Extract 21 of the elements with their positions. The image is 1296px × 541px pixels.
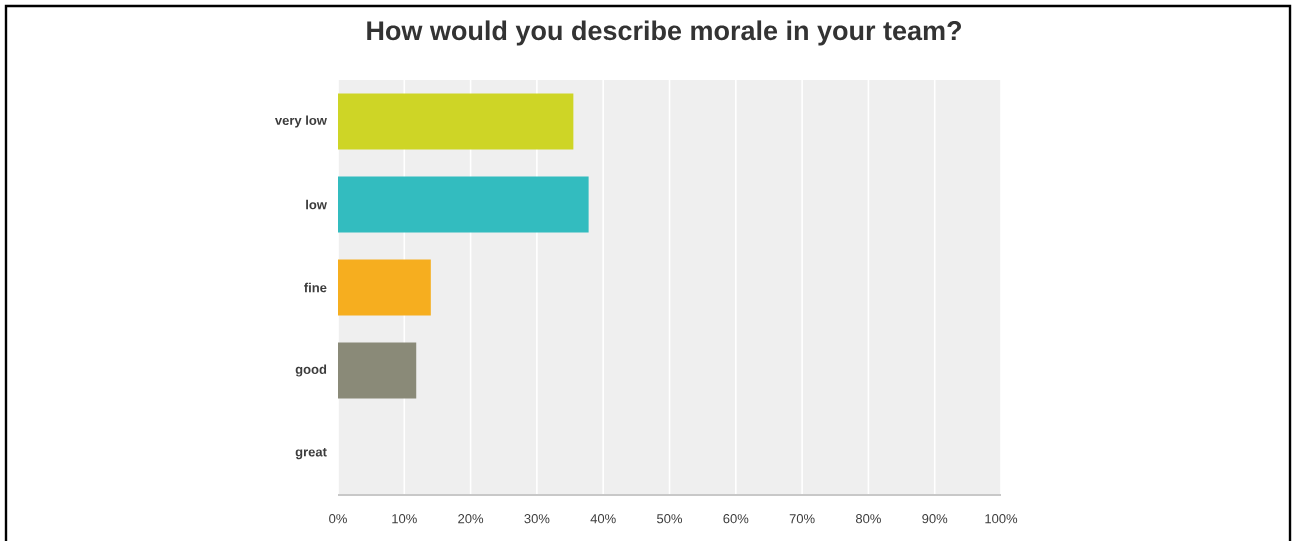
x-tick-label: 20% — [458, 514, 484, 524]
x-tick-label: 100% — [985, 514, 1018, 524]
y-tick-label: great — [295, 447, 327, 460]
x-tick-label: 0% — [329, 514, 347, 524]
y-tick-label: fine — [304, 282, 327, 293]
bar — [338, 93, 574, 150]
x-tick-label: 80% — [855, 514, 881, 524]
x-tick-label: 90% — [922, 514, 948, 524]
bar — [338, 259, 431, 316]
x-tick-label: 50% — [657, 514, 683, 524]
bar — [338, 342, 417, 399]
y-tick-label: very low — [274, 115, 327, 128]
x-tick-label: 30% — [524, 514, 550, 524]
x-tick-label: 10% — [392, 514, 417, 524]
chart-title: How would you describe morale in your team? — [367, 20, 961, 46]
y-tick-label: good — [295, 364, 327, 377]
x-tick-label: 70% — [789, 514, 815, 524]
x-tick-label: 40% — [590, 514, 616, 524]
x-tick-label: 60% — [723, 514, 749, 524]
y-tick-label: low — [306, 199, 327, 210]
bar — [338, 176, 589, 233]
